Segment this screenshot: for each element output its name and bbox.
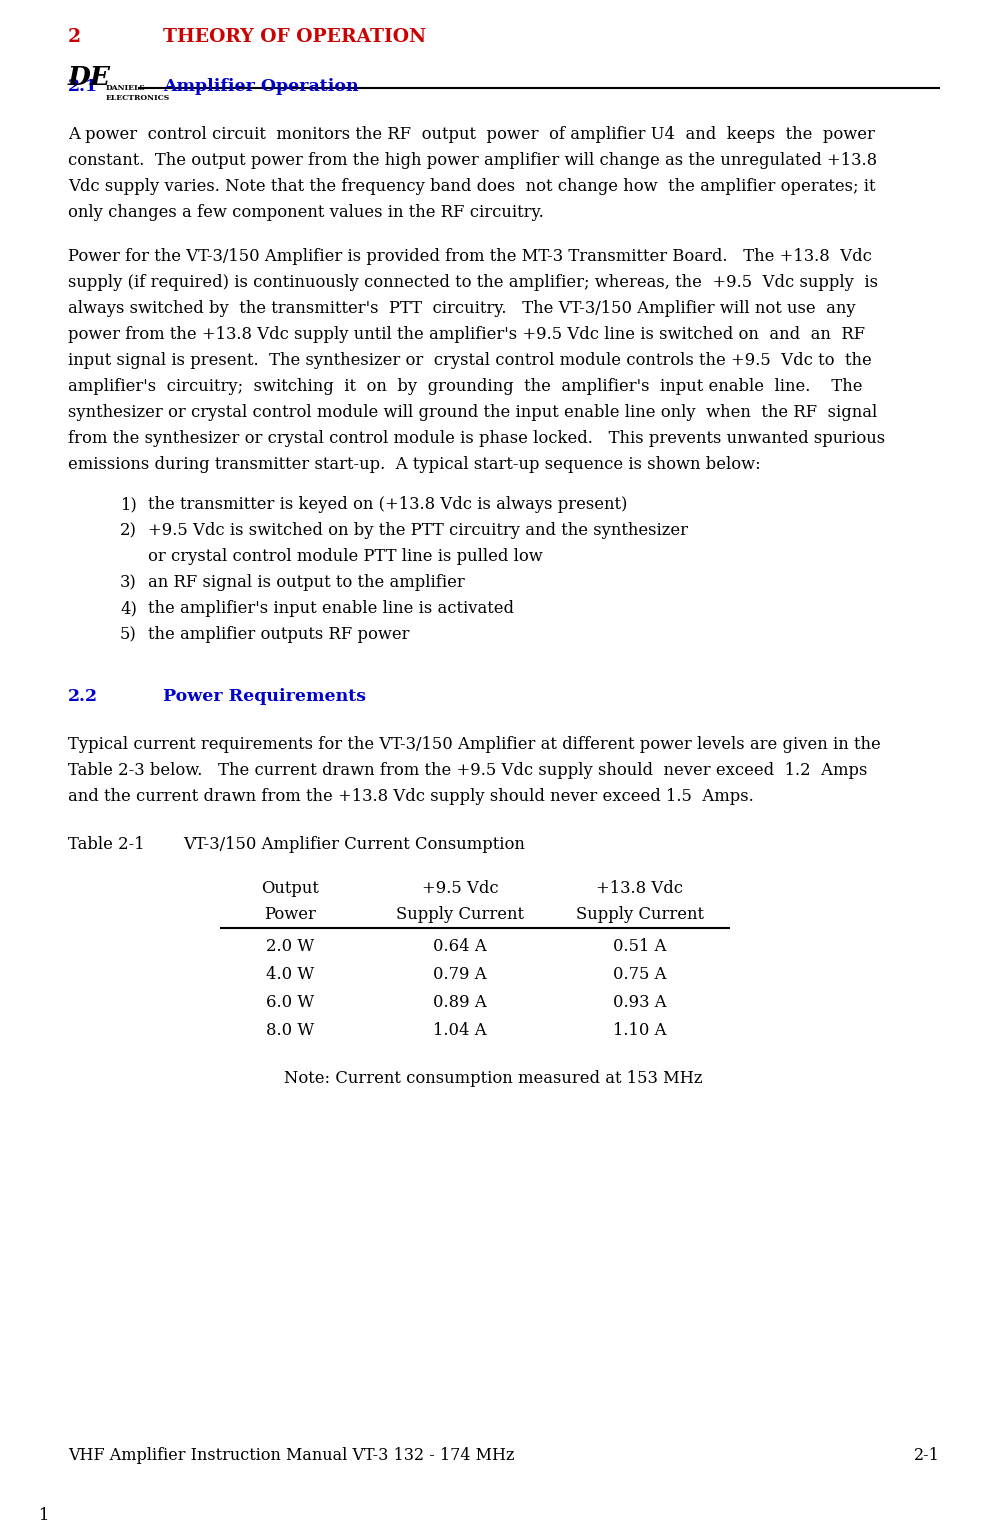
Text: 2.0 W: 2.0 W xyxy=(265,938,314,955)
Text: 1.10 A: 1.10 A xyxy=(612,1022,667,1039)
Text: THEORY OF OPERATION: THEORY OF OPERATION xyxy=(163,27,426,46)
Text: power from the +13.8 Vdc supply until the amplifier's +9.5 Vdc line is switched : power from the +13.8 Vdc supply until th… xyxy=(68,326,865,343)
Text: VHF Amplifier Instruction Manual VT-3 132 - 174 MHz: VHF Amplifier Instruction Manual VT-3 13… xyxy=(68,1447,514,1464)
Text: 0.93 A: 0.93 A xyxy=(612,994,667,1011)
Text: the amplifier outputs RF power: the amplifier outputs RF power xyxy=(148,625,409,644)
Text: +9.5 Vdc: +9.5 Vdc xyxy=(421,880,498,897)
Text: synthesizer or crystal control module will ground the input enable line only  wh: synthesizer or crystal control module wi… xyxy=(68,404,877,421)
Text: Power: Power xyxy=(264,906,316,923)
Text: 8.0 W: 8.0 W xyxy=(265,1022,314,1039)
Text: 4.0 W: 4.0 W xyxy=(265,965,314,984)
Text: 1.04 A: 1.04 A xyxy=(433,1022,486,1039)
Text: DE: DE xyxy=(68,66,110,90)
Text: DANIELS: DANIELS xyxy=(106,84,146,92)
Text: input signal is present.  The synthesizer or  crystal control module controls th: input signal is present. The synthesizer… xyxy=(68,352,871,369)
Text: 2: 2 xyxy=(68,27,81,46)
Text: supply (if required) is continuously connected to the amplifier; whereas, the  +: supply (if required) is continuously con… xyxy=(68,274,878,291)
Text: emissions during transmitter start-up.  A typical start-up sequence is shown bel: emissions during transmitter start-up. A… xyxy=(68,456,760,473)
Text: amplifier's  circuitry;  switching  it  on  by  grounding  the  amplifier's  inp: amplifier's circuitry; switching it on b… xyxy=(68,378,862,395)
Text: constant.  The output power from the high power amplifier will change as the unr: constant. The output power from the high… xyxy=(68,152,877,169)
Text: Supply Current: Supply Current xyxy=(576,906,703,923)
Text: 2-1: 2-1 xyxy=(913,1447,939,1464)
Text: 0.64 A: 0.64 A xyxy=(433,938,486,955)
Text: Vdc supply varies. Note that the frequency band does  not change how  the amplif: Vdc supply varies. Note that the frequen… xyxy=(68,178,875,195)
Text: 0.89 A: 0.89 A xyxy=(433,994,486,1011)
Text: Typical current requirements for the VT-3/150 Amplifier at different power level: Typical current requirements for the VT-… xyxy=(68,737,880,753)
Text: from the synthesizer or crystal control module is phase locked.   This prevents : from the synthesizer or crystal control … xyxy=(68,430,884,447)
Text: the transmitter is keyed on (+13.8 Vdc is always present): the transmitter is keyed on (+13.8 Vdc i… xyxy=(148,496,627,512)
Text: 3): 3) xyxy=(120,573,137,592)
Text: 6.0 W: 6.0 W xyxy=(265,994,314,1011)
Text: 0.51 A: 0.51 A xyxy=(612,938,667,955)
Text: Amplifier Operation: Amplifier Operation xyxy=(163,78,358,95)
Text: Table 2-1: Table 2-1 xyxy=(68,836,145,852)
Text: and the current drawn from the +13.8 Vdc supply should never exceed 1.5  Amps.: and the current drawn from the +13.8 Vdc… xyxy=(68,788,753,805)
Text: Note: Current consumption measured at 153 MHz: Note: Current consumption measured at 15… xyxy=(284,1071,702,1087)
Text: 1: 1 xyxy=(38,1507,48,1523)
Text: 1): 1) xyxy=(120,496,137,512)
Text: +9.5 Vdc is switched on by the PTT circuitry and the synthesizer: +9.5 Vdc is switched on by the PTT circu… xyxy=(148,522,687,538)
Text: always switched by  the transmitter's  PTT  circuitry.   The VT-3/150 Amplifier : always switched by the transmitter's PTT… xyxy=(68,300,855,317)
Text: A power  control circuit  monitors the RF  output  power  of amplifier U4  and  : A power control circuit monitors the RF … xyxy=(68,127,874,143)
Text: 2.2: 2.2 xyxy=(68,688,98,705)
Text: the amplifier's input enable line is activated: the amplifier's input enable line is act… xyxy=(148,599,514,618)
Text: 0.75 A: 0.75 A xyxy=(612,965,667,984)
Text: only changes a few component values in the RF circuitry.: only changes a few component values in t… xyxy=(68,204,543,221)
Text: 0.79 A: 0.79 A xyxy=(433,965,486,984)
Text: Power Requirements: Power Requirements xyxy=(163,688,366,705)
Text: ELECTRONICS: ELECTRONICS xyxy=(106,95,170,102)
Text: 5): 5) xyxy=(120,625,137,644)
Text: 4): 4) xyxy=(120,599,137,618)
Text: VT-3/150 Amplifier Current Consumption: VT-3/150 Amplifier Current Consumption xyxy=(182,836,525,852)
Text: 2.1: 2.1 xyxy=(68,78,98,95)
Text: Supply Current: Supply Current xyxy=(395,906,524,923)
Text: or crystal control module PTT line is pulled low: or crystal control module PTT line is pu… xyxy=(148,547,542,564)
Text: Output: Output xyxy=(261,880,318,897)
Text: an RF signal is output to the amplifier: an RF signal is output to the amplifier xyxy=(148,573,464,592)
Text: Table 2-3 below.   The current drawn from the +9.5 Vdc supply should  never exce: Table 2-3 below. The current drawn from … xyxy=(68,762,867,779)
Text: Power for the VT-3/150 Amplifier is provided from the MT-3 Transmitter Board.   : Power for the VT-3/150 Amplifier is prov… xyxy=(68,249,871,265)
Text: 2): 2) xyxy=(120,522,137,538)
Text: +13.8 Vdc: +13.8 Vdc xyxy=(596,880,683,897)
